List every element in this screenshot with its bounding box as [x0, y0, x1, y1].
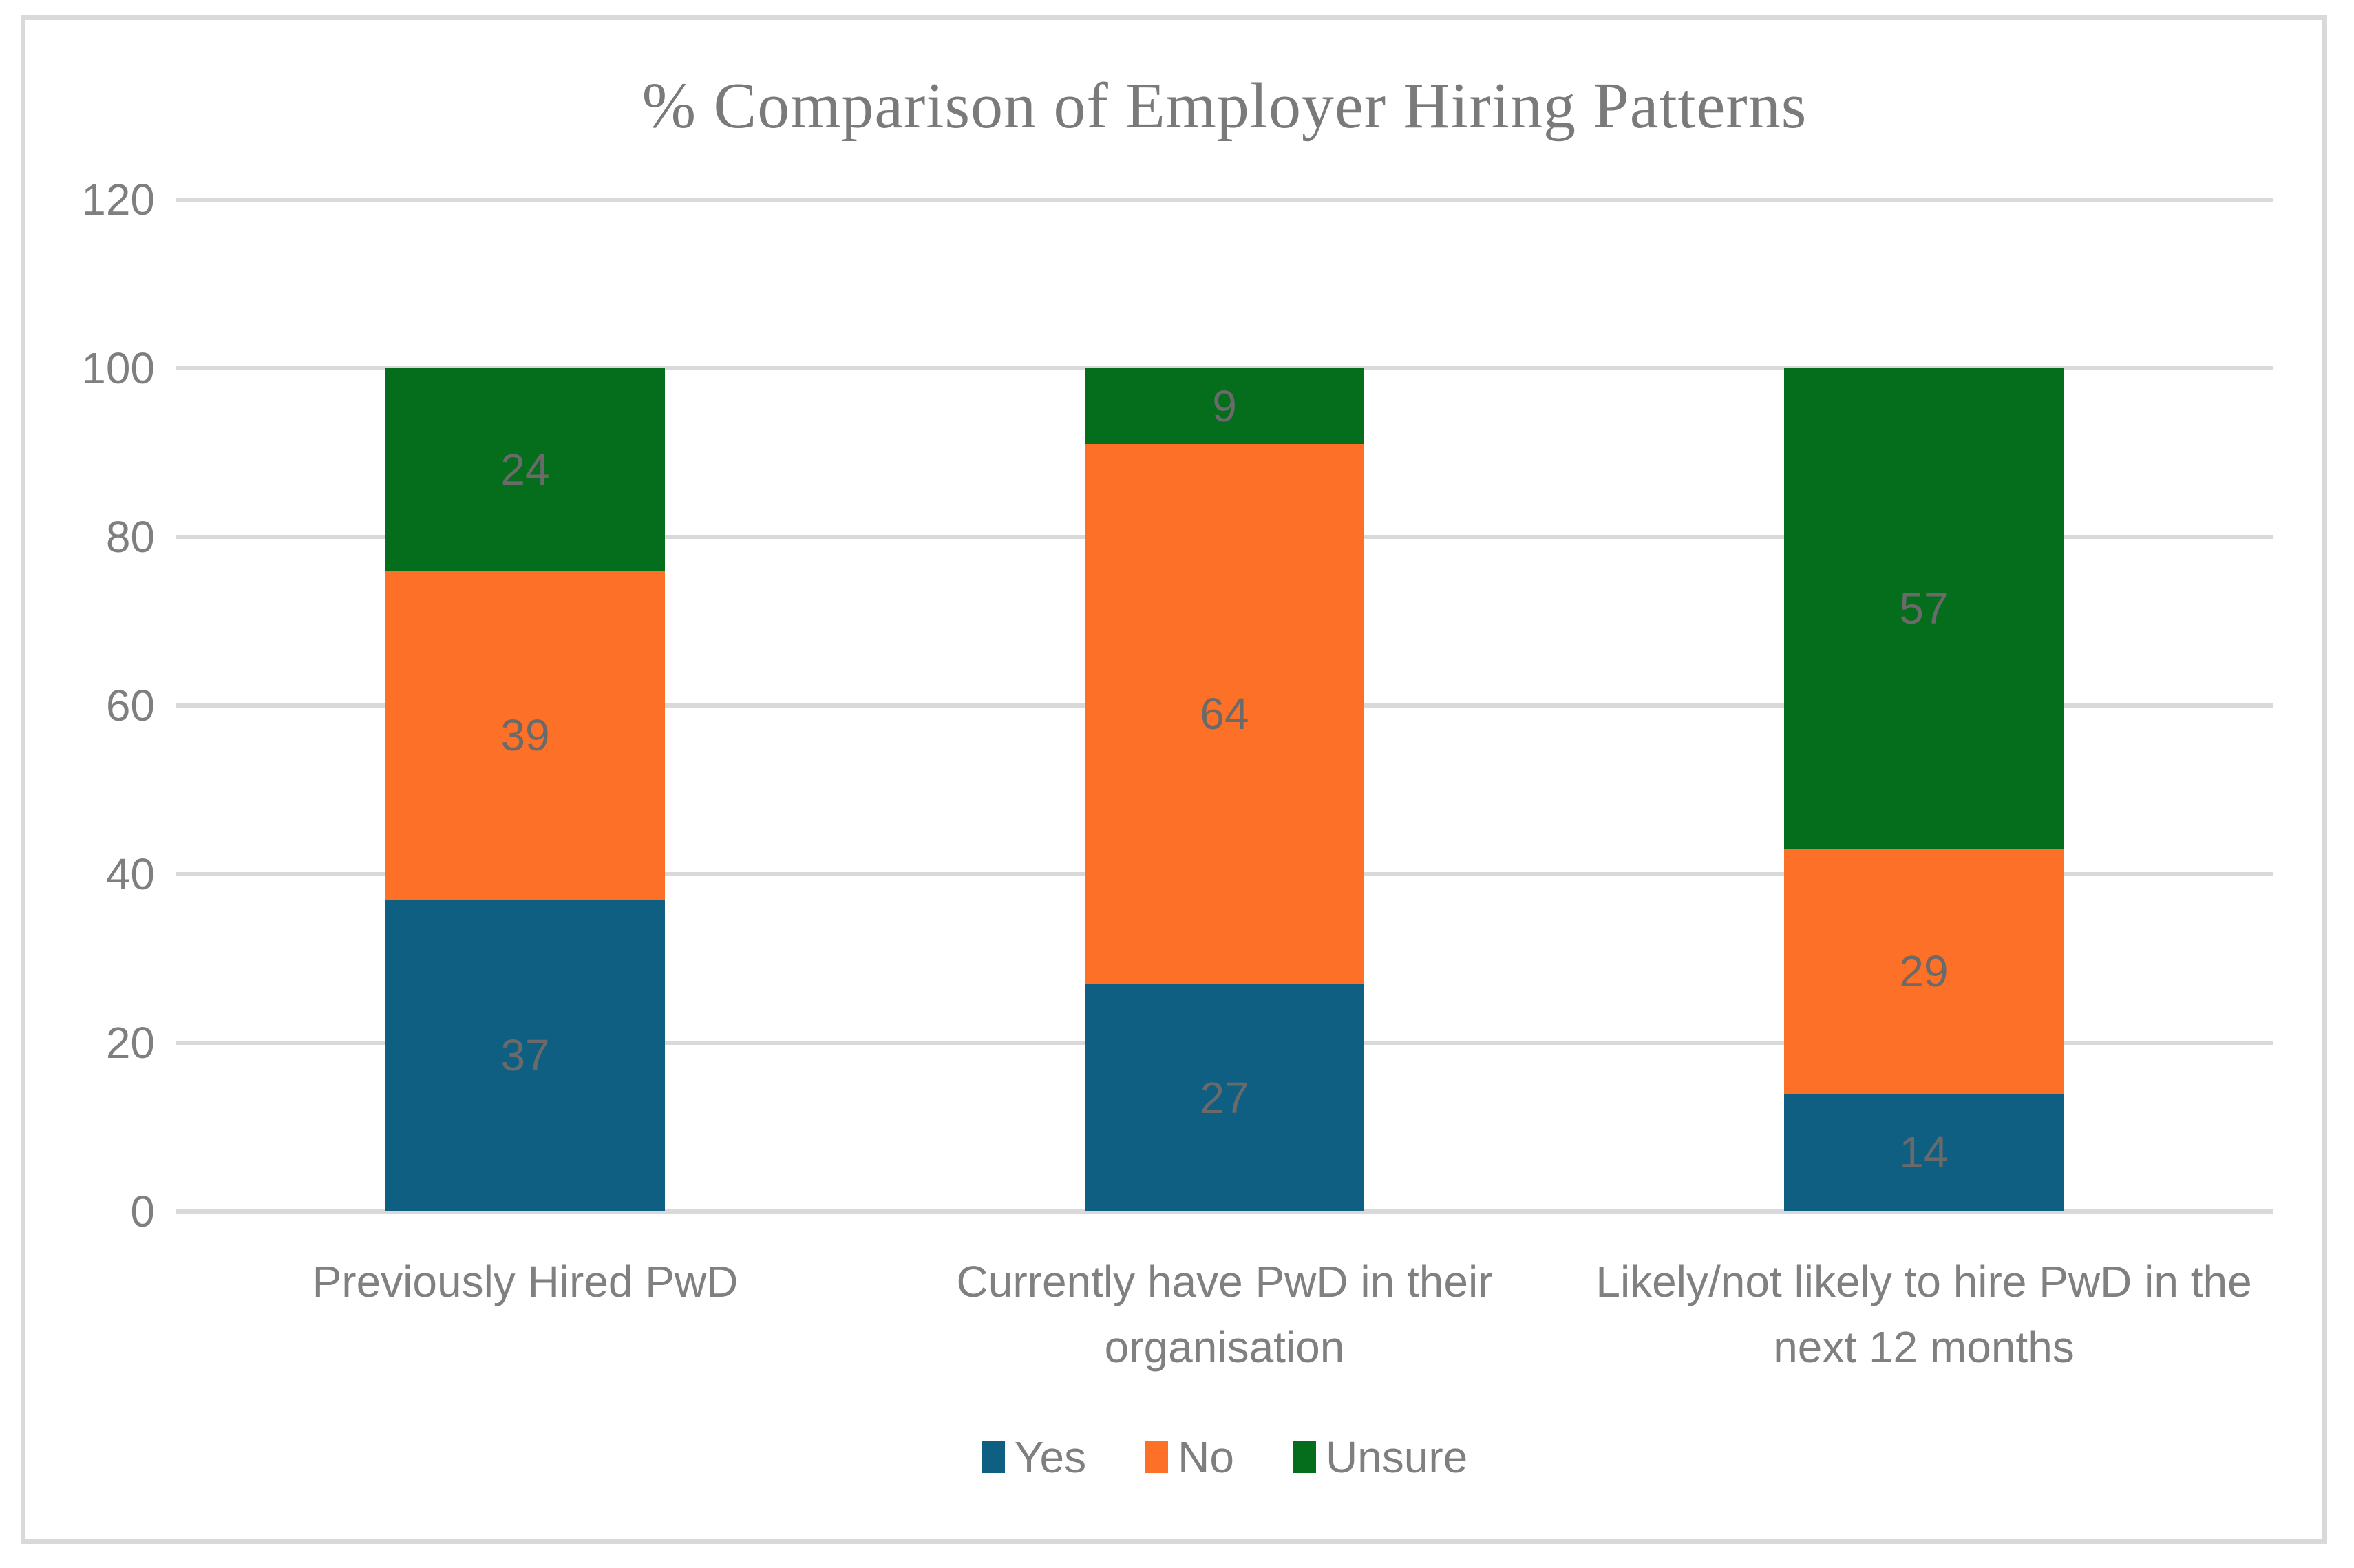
y-tick-label-100: 100 [81, 343, 155, 393]
bar-segment-unsure-2: 9 [1085, 368, 1364, 445]
data-label: 57 [1899, 584, 1949, 634]
data-label: 64 [1200, 689, 1249, 739]
legend-swatch-unsure [1292, 1441, 1316, 1473]
bar-segment-no-2: 64 [1085, 444, 1364, 984]
bar-column-3: 14 29 57 [1784, 368, 2064, 1211]
plot-area: 37 39 24 27 64 9 14 29 57 [176, 198, 2273, 1214]
bar-column-1: 37 39 24 [385, 368, 665, 1211]
x-category-label-1: Previously Hired PwD [312, 1257, 739, 1306]
x-category-label-2: Currently have PwD in their organisation [956, 1257, 1493, 1372]
data-label: 37 [500, 1030, 550, 1081]
chart-title: % Comparison of Employer Hiring Patterns [641, 70, 1807, 142]
bar-segment-yes-2: 27 [1085, 984, 1364, 1211]
bar-segment-yes-3: 14 [1784, 1093, 2064, 1211]
y-tick-label-60: 60 [105, 681, 155, 730]
data-label: 39 [500, 710, 550, 760]
y-tick-label-0: 0 [130, 1187, 155, 1236]
data-label: 14 [1899, 1127, 1949, 1178]
legend-swatch-no [1145, 1441, 1169, 1473]
legend-label: Unsure [1325, 1432, 1468, 1482]
data-label: 29 [1899, 946, 1949, 996]
bar-column-2: 27 64 9 [1085, 368, 1364, 1211]
legend-label: No [1178, 1432, 1234, 1482]
data-label: 9 [1212, 381, 1237, 432]
bar-segment-unsure-3: 57 [1784, 368, 2064, 849]
legend: Yes No Unsure [176, 1435, 2273, 1479]
legend-label: Yes [1014, 1432, 1087, 1482]
gridline-120 [176, 198, 2273, 202]
legend-item-no: No [1145, 1435, 1234, 1479]
legend-swatch-yes [981, 1441, 1005, 1473]
y-tick-label-80: 80 [105, 512, 155, 562]
bar-segment-no-3: 29 [1784, 849, 2064, 1094]
data-label: 24 [500, 445, 550, 494]
bar-segment-yes-1: 37 [385, 899, 665, 1211]
x-category-label-3: Likely/not likely to hire PwD in the nex… [1595, 1257, 2252, 1372]
y-tick-label-40: 40 [105, 849, 155, 899]
bar-segment-unsure-1: 24 [385, 368, 665, 571]
legend-item-unsure: Unsure [1292, 1432, 1468, 1482]
gridline-0 [176, 1209, 2273, 1214]
y-tick-label-120: 120 [81, 175, 155, 224]
y-tick-label-20: 20 [105, 1018, 155, 1068]
bar-segment-no-1: 39 [385, 571, 665, 900]
legend-item-yes: Yes [981, 1432, 1087, 1482]
data-label: 27 [1200, 1072, 1249, 1123]
